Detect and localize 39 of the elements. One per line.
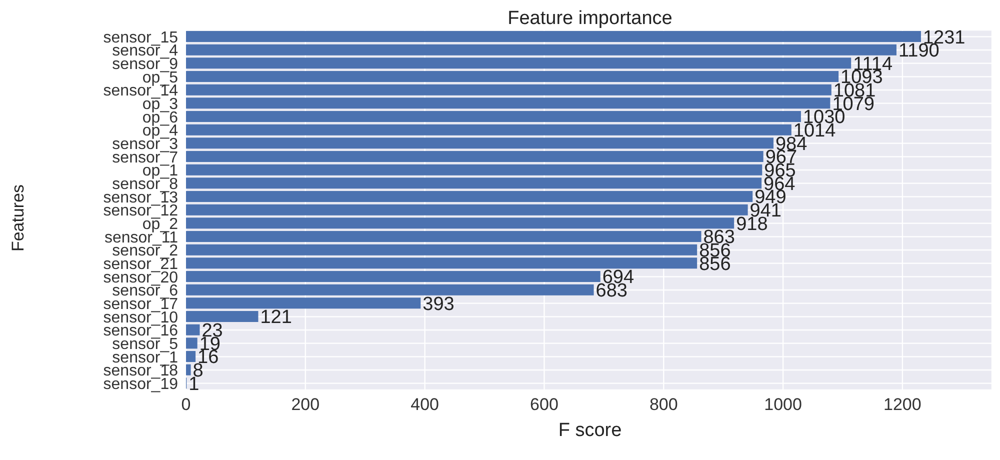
x-tick-label: 1200: [884, 395, 922, 414]
bar: [186, 164, 762, 176]
chart-title: Feature importance: [508, 8, 672, 29]
x-tick-label: 0: [181, 395, 191, 414]
x-tick-label: 800: [649, 395, 678, 414]
x-tick-label: 1000: [764, 395, 802, 414]
bar: [186, 364, 191, 376]
bar: [186, 124, 792, 136]
bar: [186, 324, 200, 336]
bar: [186, 111, 801, 122]
bar: [186, 284, 594, 296]
x-tick-label: 400: [410, 395, 439, 414]
bar: [186, 338, 198, 349]
bar: [186, 258, 698, 269]
bar: [186, 218, 734, 229]
bar: [186, 271, 600, 282]
bar: [186, 151, 764, 162]
bar: [186, 44, 896, 56]
x-tick-label: 600: [530, 395, 558, 414]
data-label: 121: [260, 307, 292, 328]
data-label: 393: [422, 294, 454, 315]
bar: [186, 298, 421, 309]
bar: [186, 204, 748, 216]
bar: [186, 31, 921, 42]
bar: [186, 138, 774, 149]
y-axis-title: Features: [9, 184, 29, 252]
bar: [186, 98, 830, 109]
bar: [186, 244, 698, 256]
x-tick-label: 200: [291, 395, 320, 414]
bar: [186, 71, 839, 82]
bar: [186, 231, 702, 242]
bar: [186, 351, 196, 362]
x-axis-title: F score: [557, 420, 623, 442]
bar: [186, 178, 762, 189]
bar: [186, 84, 832, 96]
bar: [186, 311, 258, 322]
bar: [186, 191, 753, 202]
bar: [186, 58, 852, 69]
y-tick-label: op_3: [142, 96, 178, 114]
